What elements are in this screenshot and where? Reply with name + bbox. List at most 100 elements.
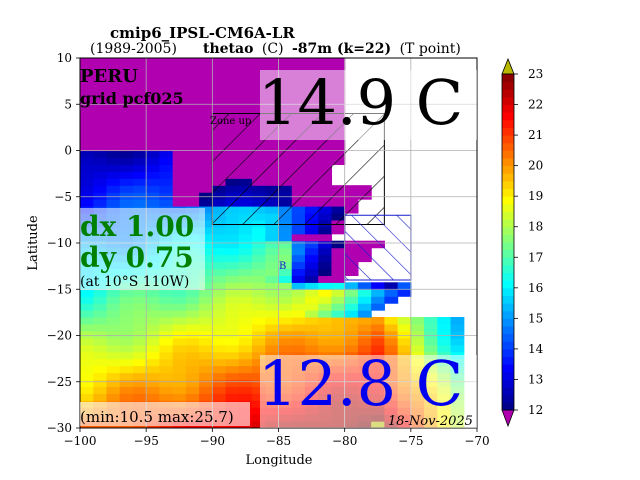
heatmap-cell <box>238 393 253 401</box>
heatmap-cell <box>93 365 108 374</box>
heatmap-cell <box>424 337 438 346</box>
heatmap-cell <box>80 317 94 325</box>
heatmap-cell <box>93 296 108 304</box>
heatmap-cell <box>93 185 108 193</box>
heatmap-cell <box>304 226 319 235</box>
heatmap-cell <box>199 365 213 374</box>
heatmap-cell <box>437 317 452 325</box>
heatmap-cell <box>397 289 412 297</box>
heatmap-cell <box>146 67 160 75</box>
heatmap-cell <box>106 81 121 89</box>
heatmap-cell <box>93 310 108 318</box>
heatmap-cell <box>199 108 213 117</box>
heatmap-cell <box>252 344 266 353</box>
heatmap-cell <box>119 58 134 61</box>
heatmap-cell <box>212 296 227 304</box>
heatmap-cell <box>318 330 333 339</box>
heatmap-cell <box>106 164 121 172</box>
heatmap-cell <box>80 199 94 207</box>
heatmap-cell <box>252 323 266 332</box>
zone-b-box <box>344 214 412 281</box>
heatmap-cell <box>225 289 240 297</box>
heatmap-cell <box>146 129 160 138</box>
heatmap-cell <box>238 108 253 117</box>
heatmap-cell <box>384 289 399 297</box>
colorbar-band <box>502 326 514 335</box>
heatmap-cell <box>106 60 121 68</box>
colorbar-band <box>502 318 514 327</box>
heatmap-cell <box>344 337 359 346</box>
heatmap-cell <box>199 58 213 61</box>
heatmap-cell <box>344 282 359 290</box>
heatmap-cell <box>357 282 372 290</box>
heatmap-cell <box>212 58 227 61</box>
heatmap-cell <box>172 199 187 207</box>
heatmap-cell <box>185 185 200 193</box>
colorbar-band <box>502 104 514 113</box>
heatmap-cell <box>185 136 200 145</box>
heatmap-cell <box>344 310 359 318</box>
heatmap-cell <box>331 268 346 276</box>
heatmap-cell <box>225 247 240 256</box>
heatmap-cell <box>93 74 108 82</box>
heatmap-cell <box>119 372 134 381</box>
heatmap-cell <box>93 108 108 117</box>
heatmap-cell <box>80 393 94 401</box>
heatmap-cell <box>212 317 227 325</box>
heatmap-cell <box>106 115 121 124</box>
heatmap-cell <box>225 88 240 96</box>
heatmap-cell <box>132 358 147 367</box>
heatmap-cell <box>265 247 280 256</box>
heatmap-cell <box>212 337 227 346</box>
heatmap-cell <box>106 74 121 82</box>
heatmap-cell <box>225 268 240 276</box>
heatmap-cell <box>450 330 465 339</box>
heatmap-cell <box>159 344 174 353</box>
heatmap-cell <box>238 379 253 387</box>
heatmap-cell <box>106 108 121 117</box>
heatmap-cell <box>172 115 187 124</box>
heatmap-cell <box>80 185 94 193</box>
heatmap-cell <box>450 337 465 346</box>
y-tick-label: 0 <box>64 144 72 158</box>
heatmap-cell <box>185 296 200 304</box>
heatmap-cell <box>132 323 147 332</box>
heatmap-cell <box>238 240 253 249</box>
heatmap-cell <box>106 379 121 387</box>
dxdy-bg <box>80 208 205 290</box>
heatmap-cell <box>437 337 452 346</box>
heatmap-cell <box>172 108 187 117</box>
heatmap-cell <box>132 192 147 200</box>
heatmap-cell <box>185 317 200 325</box>
heatmap-cell <box>304 296 319 304</box>
heatmap-cell <box>199 233 213 242</box>
heatmap-cell <box>238 261 253 270</box>
heatmap-cell <box>252 58 266 61</box>
x-axis-label: Longitude <box>246 453 313 468</box>
heatmap-cell <box>172 143 187 152</box>
heatmap-cell <box>185 393 200 401</box>
heatmap-cell <box>238 289 253 297</box>
heatmap-cell <box>331 261 346 270</box>
heatmap-cell <box>172 330 187 339</box>
heatmap-cell <box>119 108 134 117</box>
heatmap-cell <box>199 185 213 193</box>
heatmap-cell <box>357 310 372 318</box>
heatmap-cell <box>199 379 213 387</box>
heatmap-cell <box>132 379 147 387</box>
heatmap-cell <box>119 164 134 172</box>
heatmap-cell <box>331 289 346 297</box>
x-tick-label: −85 <box>266 434 291 448</box>
heatmap-cell <box>304 268 319 276</box>
heatmap-cell <box>371 323 385 332</box>
colorbar-tick-label: 18 <box>528 220 543 234</box>
heatmap-cell <box>119 365 134 374</box>
heatmap-cell <box>172 88 187 96</box>
y-axis-label: Latitude <box>26 215 41 271</box>
heatmap-cell <box>119 296 134 304</box>
heatmap-cell <box>106 95 121 103</box>
heatmap-cell <box>159 358 174 367</box>
grid-label: grid pcf025 <box>80 89 184 108</box>
heatmap-cell <box>93 143 108 152</box>
